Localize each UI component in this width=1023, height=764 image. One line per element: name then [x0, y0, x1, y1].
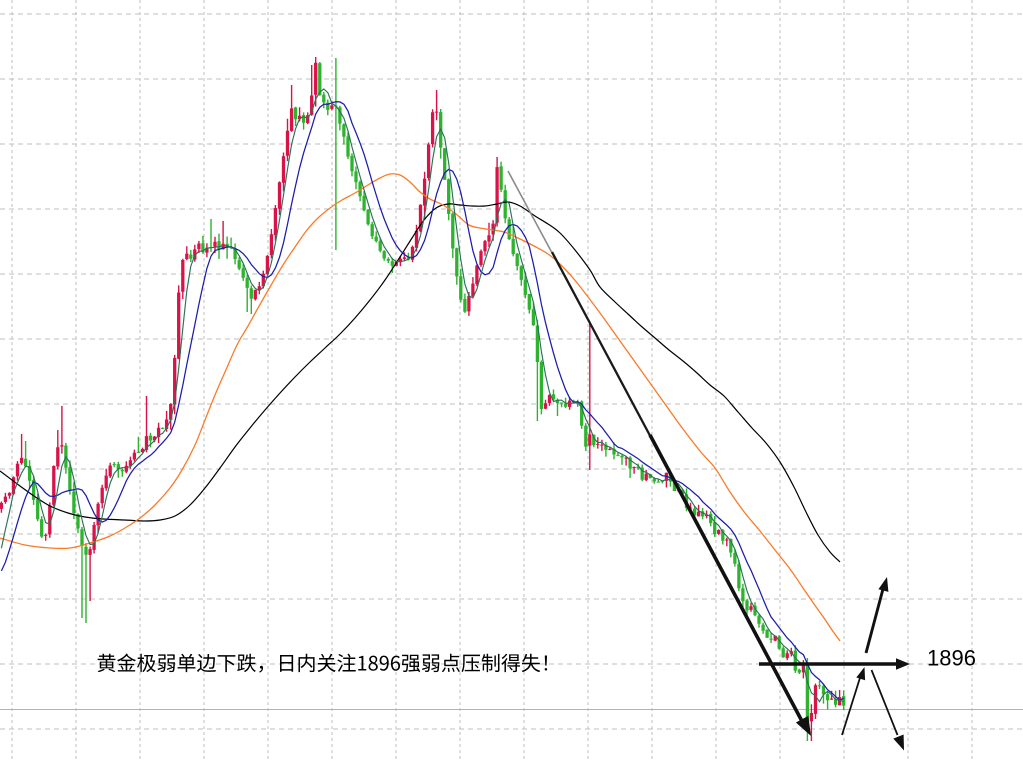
svg-text:1896: 1896	[927, 646, 976, 671]
